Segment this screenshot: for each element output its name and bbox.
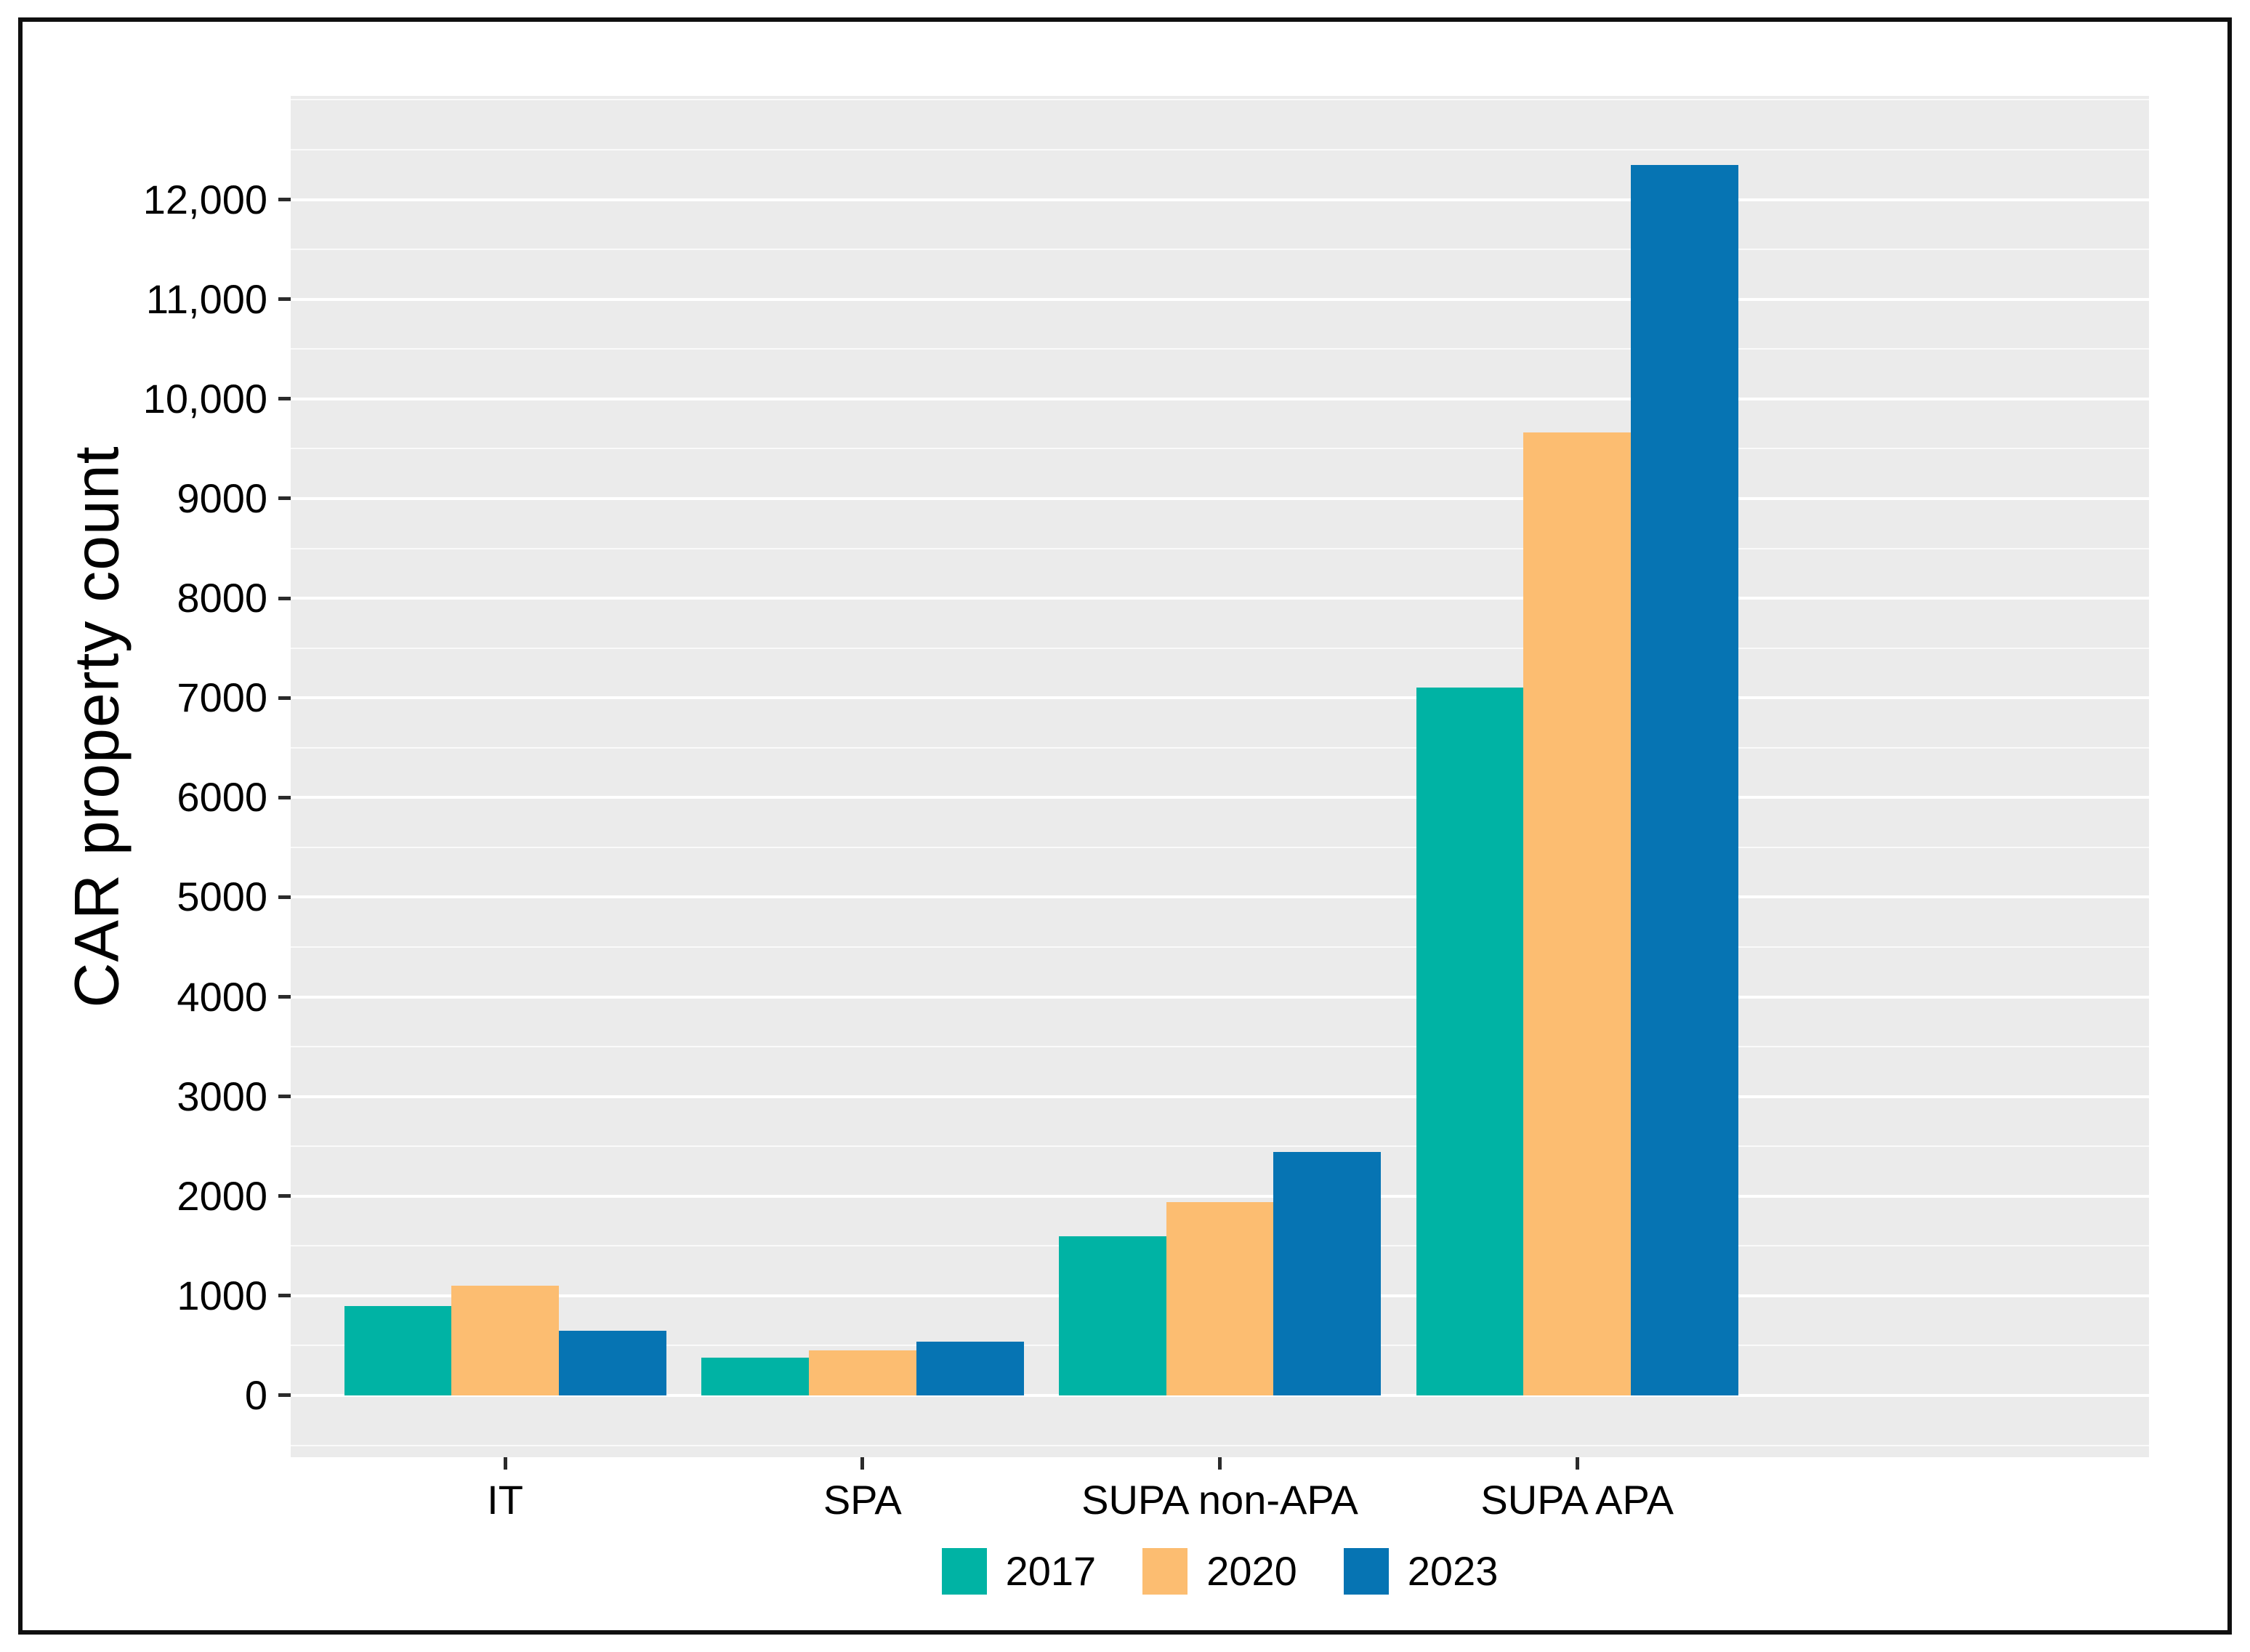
bar-2023-spa bbox=[916, 1341, 1024, 1395]
gridline-major bbox=[291, 297, 2149, 301]
y-tick-label: 7000 bbox=[177, 674, 267, 721]
y-tick-label: 8000 bbox=[177, 575, 267, 621]
gridline-minor bbox=[291, 448, 2149, 450]
gridline-minor bbox=[291, 99, 2149, 101]
gridline-minor bbox=[291, 348, 2149, 350]
bar-2020-supa-apa bbox=[1523, 432, 1632, 1395]
legend: 2017 2020 2023 bbox=[291, 1542, 2149, 1600]
y-axis-tick bbox=[278, 1194, 291, 1198]
y-tick-label: 1000 bbox=[177, 1272, 267, 1318]
gridline-minor bbox=[291, 647, 2149, 649]
gridline-minor bbox=[291, 1444, 2149, 1446]
legend-label: 2017 bbox=[1005, 1548, 1097, 1594]
bar-2020-it bbox=[451, 1286, 560, 1395]
y-axis-tick bbox=[278, 198, 291, 202]
y-tick-label: 9000 bbox=[177, 475, 267, 521]
y-tick-label: 6000 bbox=[177, 774, 267, 821]
y-axis-tick bbox=[278, 696, 291, 700]
bar-2017-spa bbox=[701, 1357, 810, 1395]
y-tick-label: 11,000 bbox=[145, 275, 267, 322]
x-category-label: IT bbox=[487, 1477, 523, 1523]
bar-2017-it bbox=[344, 1305, 452, 1395]
bar-2023-supa-non-apa bbox=[1273, 1152, 1382, 1395]
y-tick-label: 5000 bbox=[177, 874, 267, 920]
gridline-major bbox=[291, 995, 2149, 999]
gridline-major bbox=[291, 796, 2149, 799]
y-tick-label: 0 bbox=[244, 1371, 267, 1418]
legend-item: 2017 bbox=[941, 1548, 1097, 1595]
bar-2017-supa-non-apa bbox=[1059, 1236, 1167, 1395]
y-axis-title: CAR property count bbox=[62, 446, 132, 1008]
y-axis-tick bbox=[278, 795, 291, 799]
gridline-major bbox=[291, 1095, 2149, 1098]
bar-2023-it bbox=[558, 1330, 666, 1395]
y-axis-tick bbox=[278, 895, 291, 899]
x-category-label: SUPA non-APA bbox=[1081, 1477, 1358, 1523]
gridline-minor bbox=[291, 1046, 2149, 1048]
y-tick-label: 2000 bbox=[177, 1172, 267, 1219]
y-axis-tick bbox=[278, 995, 291, 999]
y-axis-tick bbox=[278, 297, 291, 302]
y-tick-label: 3000 bbox=[177, 1073, 267, 1119]
legend-key-2017 bbox=[941, 1548, 987, 1595]
gridline-major bbox=[291, 198, 2149, 201]
gridline-minor bbox=[291, 249, 2149, 251]
y-axis-tick bbox=[278, 1095, 291, 1099]
y-tick-label: 12,000 bbox=[142, 176, 267, 222]
y-axis-tick bbox=[278, 496, 291, 501]
x-axis-tick bbox=[1575, 1457, 1579, 1470]
legend-label: 2020 bbox=[1206, 1548, 1297, 1594]
legend-label: 2023 bbox=[1407, 1548, 1499, 1594]
x-axis-tick bbox=[860, 1457, 865, 1470]
plot-panel bbox=[291, 96, 2149, 1457]
gridline-minor bbox=[291, 846, 2149, 848]
gridline-major bbox=[291, 397, 2149, 400]
legend-item: 2023 bbox=[1343, 1548, 1499, 1595]
y-axis-tick bbox=[278, 1393, 291, 1398]
bar-2020-supa-non-apa bbox=[1166, 1201, 1274, 1395]
y-axis-tick bbox=[278, 596, 291, 600]
gridline-minor bbox=[291, 547, 2149, 549]
gridline-major bbox=[291, 696, 2149, 700]
gridline-minor bbox=[291, 746, 2149, 749]
gridline-major bbox=[291, 496, 2149, 500]
figure-border bbox=[18, 17, 2232, 1635]
y-axis-tick bbox=[278, 1294, 291, 1298]
legend-key-2023 bbox=[1343, 1548, 1389, 1595]
gridline-major bbox=[291, 895, 2149, 899]
x-axis-tick bbox=[503, 1457, 507, 1470]
bar-2017-supa-apa bbox=[1416, 688, 1524, 1395]
y-tick-label: 4000 bbox=[177, 973, 267, 1020]
gridline-major bbox=[291, 1393, 2149, 1397]
gridline-minor bbox=[291, 1145, 2149, 1148]
x-axis-tick bbox=[1218, 1457, 1222, 1470]
gridline-major bbox=[291, 1194, 2149, 1198]
bar-2020-spa bbox=[809, 1350, 917, 1395]
legend-item: 2020 bbox=[1142, 1548, 1297, 1595]
y-axis-tick bbox=[278, 397, 291, 401]
x-category-label: SPA bbox=[823, 1477, 902, 1523]
x-category-label: SUPA APA bbox=[1480, 1477, 1674, 1523]
y-tick-label: 10,000 bbox=[142, 375, 267, 422]
legend-key-2020 bbox=[1142, 1548, 1188, 1595]
gridline-major bbox=[291, 597, 2149, 600]
gridline-minor bbox=[291, 946, 2149, 948]
bar-2023-supa-apa bbox=[1630, 164, 1738, 1395]
gridline-minor bbox=[291, 149, 2149, 151]
